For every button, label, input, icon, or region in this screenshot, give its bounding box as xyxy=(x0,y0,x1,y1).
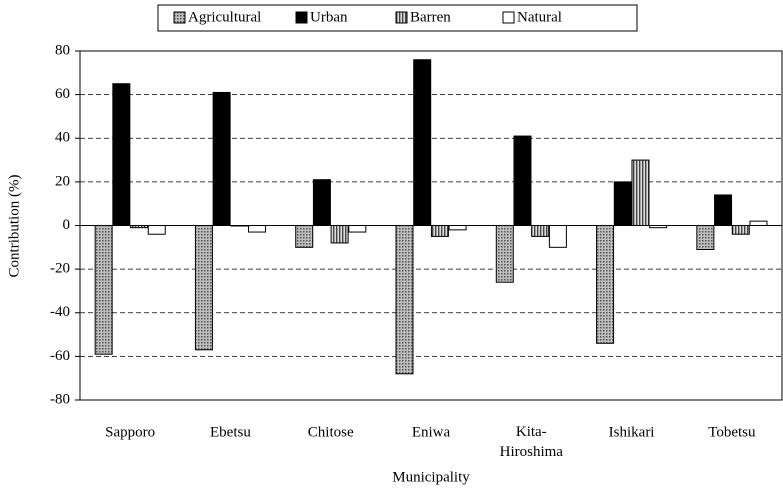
bar xyxy=(330,225,349,244)
bar xyxy=(147,225,166,235)
bar xyxy=(613,181,632,226)
legend-label: Natural xyxy=(517,9,562,25)
bar xyxy=(749,220,768,226)
bar xyxy=(513,135,532,227)
bar xyxy=(430,225,449,237)
y-tick-label: -60 xyxy=(50,348,70,364)
y-axis-title: Contribution (%) xyxy=(6,175,22,278)
bar xyxy=(348,225,367,233)
legend-swatch xyxy=(395,11,408,24)
x-tick-label: Ebetsu xyxy=(210,424,251,440)
y-tick-label: 60 xyxy=(55,86,70,102)
bar xyxy=(112,83,131,226)
bar xyxy=(696,225,715,250)
x-tick-label: Kita-Hiroshima xyxy=(500,424,564,460)
bar xyxy=(448,225,467,231)
bar xyxy=(548,225,567,248)
x-tick-label: Eniwa xyxy=(412,424,451,440)
y-tick-label: -20 xyxy=(50,261,70,277)
y-tick-label: 40 xyxy=(55,130,70,146)
legend-swatch xyxy=(502,11,515,24)
x-tick-label: Sapporo xyxy=(105,424,155,440)
x-tick-label: Tobetsu xyxy=(708,424,756,440)
bar xyxy=(94,225,113,355)
bar xyxy=(714,194,733,226)
y-tick-label: -80 xyxy=(50,391,70,407)
bar xyxy=(395,225,414,375)
bar xyxy=(230,225,249,227)
legend-label: Urban xyxy=(310,9,348,25)
y-tick-label: 20 xyxy=(55,173,70,189)
y-tick-label: 0 xyxy=(63,217,71,233)
bar xyxy=(194,225,213,351)
x-tick-label: Ishikari xyxy=(609,424,655,440)
bar xyxy=(295,225,314,248)
legend-label: Barren xyxy=(410,9,451,25)
bar xyxy=(312,179,331,227)
bar xyxy=(596,225,615,344)
y-tick-label: 80 xyxy=(55,42,70,58)
bar xyxy=(248,225,267,233)
bar xyxy=(495,225,514,283)
bar xyxy=(649,225,668,229)
bar xyxy=(631,159,650,226)
legend-swatch xyxy=(173,11,186,24)
bar xyxy=(531,225,550,237)
bar xyxy=(413,59,432,226)
y-tick-label: -40 xyxy=(50,304,70,320)
legend-label: Agricultural xyxy=(188,9,261,25)
bar xyxy=(731,225,750,235)
x-tick-label: Chitose xyxy=(308,424,354,440)
bar xyxy=(212,91,231,226)
legend-swatch xyxy=(295,11,308,24)
x-axis-title: Municipality xyxy=(392,469,470,485)
bar xyxy=(130,225,149,229)
